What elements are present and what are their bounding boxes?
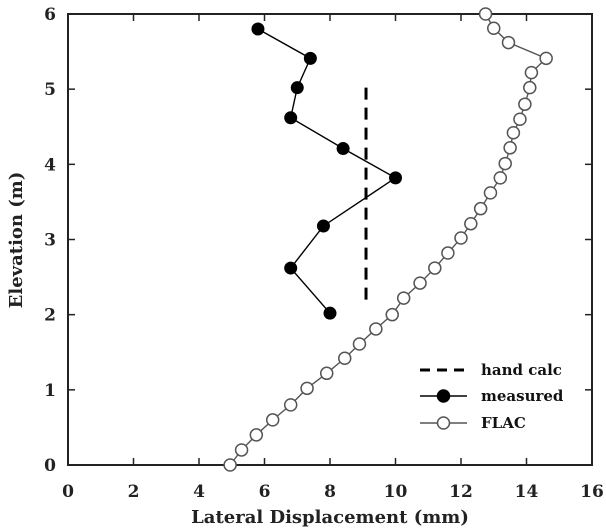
legend-label: FLAC	[481, 414, 526, 432]
x-tick-label: 2	[128, 482, 140, 502]
data-point-flac	[503, 141, 517, 155]
data-point-flac	[413, 276, 427, 290]
legend-swatch-marker	[436, 416, 451, 430]
y-tick-label: 2	[44, 306, 56, 326]
legend-item-measured: measured	[420, 387, 564, 405]
legend-label: measured	[481, 387, 564, 405]
data-point-flac	[524, 65, 539, 80]
x-tick-label: 12	[449, 482, 473, 502]
data-point-flac	[249, 428, 264, 442]
data-point-flac	[523, 80, 537, 95]
legend-item-hand-calc: hand calc	[420, 361, 562, 379]
data-point-flac	[539, 51, 553, 66]
x-tick-label: 4	[193, 482, 205, 502]
data-point-measured	[323, 306, 337, 320]
data-point-flac	[441, 246, 455, 260]
data-point-measured	[303, 51, 317, 65]
data-point-flac	[428, 261, 442, 275]
data-point-flac	[369, 322, 383, 336]
legend: hand calc measured FLAC	[420, 361, 564, 432]
data-point-flac	[385, 307, 399, 322]
y-tick-label: 4	[44, 155, 56, 175]
data-point-flac	[319, 366, 334, 381]
data-point-flac	[396, 291, 411, 305]
data-point-flac	[498, 156, 512, 171]
data-point-flac	[283, 398, 298, 412]
y-tick-label: 1	[44, 381, 56, 401]
data-point-measured	[251, 22, 265, 36]
data-point-flac	[501, 35, 516, 50]
y-tick-label: 6	[44, 5, 56, 25]
x-tick-label: 0	[62, 482, 74, 502]
data-point-flac	[493, 171, 508, 185]
x-tick-label: 14	[515, 482, 539, 502]
data-point-flac	[352, 337, 367, 351]
data-point-flac	[223, 458, 237, 472]
data-point-flac	[464, 216, 478, 231]
data-point-measured	[336, 142, 350, 156]
data-point-measured	[389, 171, 402, 185]
series-layer	[223, 7, 553, 472]
y-tick-label: 3	[44, 231, 56, 251]
data-point-measured	[284, 111, 298, 125]
data-point-flac	[506, 126, 521, 140]
data-point-flac	[234, 443, 249, 457]
data-point-measured	[284, 261, 298, 275]
series-line-measured	[257, 28, 397, 314]
x-axis-title: Lateral Displacement (mm)	[191, 507, 469, 528]
data-point-flac	[265, 413, 280, 427]
data-point-flac	[513, 112, 527, 126]
data-point-flac	[483, 186, 498, 200]
legend-item-flac: FLAC	[420, 414, 526, 432]
data-point-flac	[478, 7, 493, 21]
legend-swatch-marker	[436, 389, 451, 403]
legend-label: hand calc	[481, 361, 562, 379]
y-tick-label: 0	[44, 456, 56, 476]
x-tick-label: 6	[259, 482, 271, 502]
data-point-flac	[518, 97, 532, 111]
x-tick-label: 16	[580, 482, 604, 502]
data-point-measured	[316, 219, 330, 233]
data-point-flac	[300, 381, 314, 396]
data-point-measured	[290, 81, 304, 95]
y-tick-label: 5	[44, 80, 56, 100]
x-tick-label: 10	[384, 482, 408, 502]
data-point-flac	[337, 351, 352, 366]
x-tick-label: 8	[324, 482, 336, 502]
series-flac	[223, 7, 553, 472]
series-measured	[251, 22, 402, 320]
data-point-flac	[487, 21, 501, 36]
data-point-flac	[473, 201, 488, 216]
y-axis-title: Elevation (m)	[6, 172, 27, 309]
data-point-flac	[454, 231, 468, 245]
